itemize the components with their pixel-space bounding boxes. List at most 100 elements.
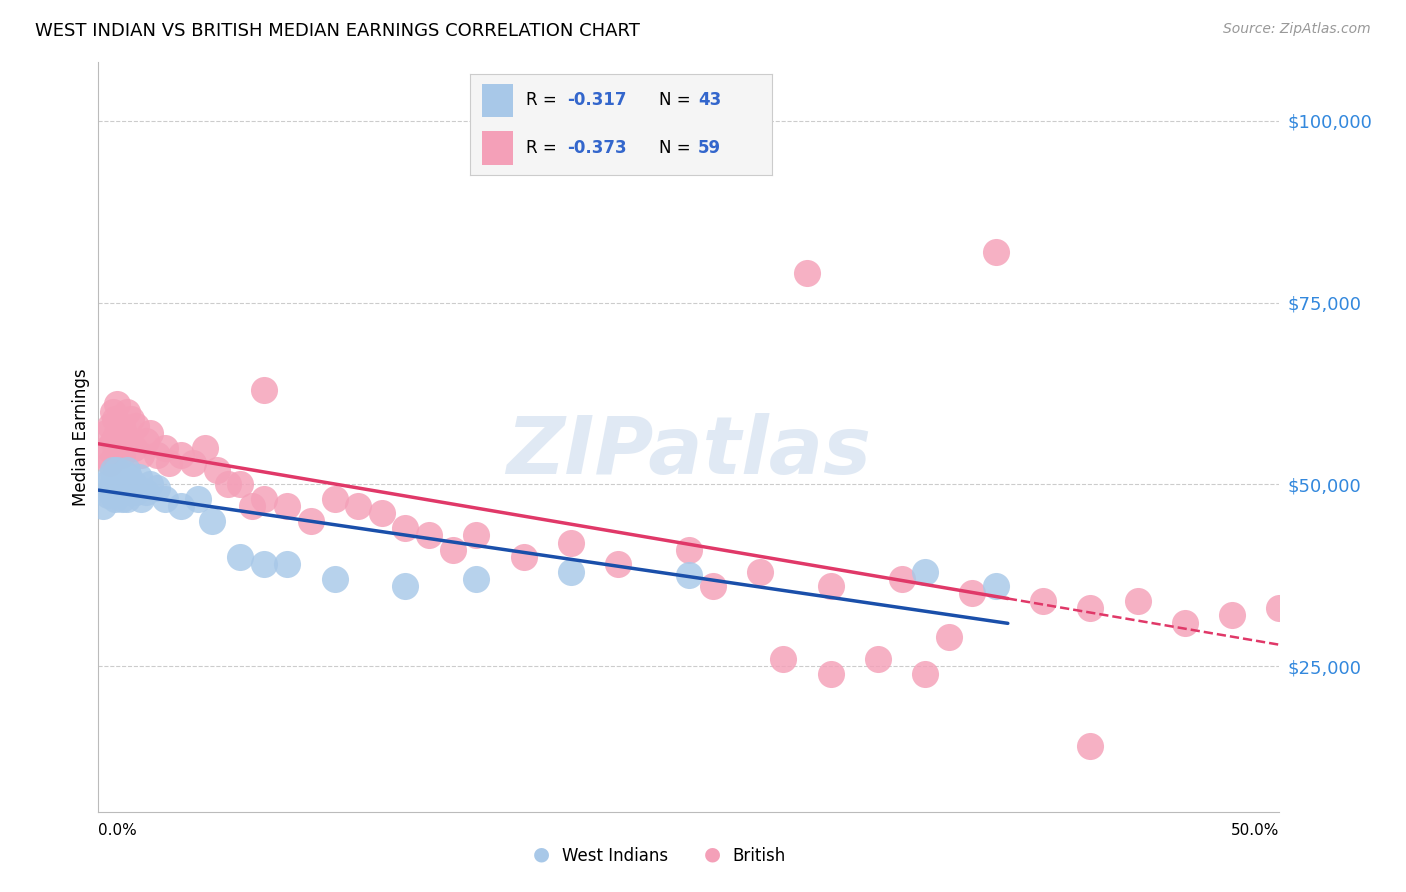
Text: WEST INDIAN VS BRITISH MEDIAN EARNINGS CORRELATION CHART: WEST INDIAN VS BRITISH MEDIAN EARNINGS C…	[35, 22, 640, 40]
Point	[105, 463, 128, 477]
Point	[1268, 601, 1291, 615]
Point	[98, 456, 121, 470]
Point	[984, 579, 1007, 593]
Point	[115, 404, 138, 418]
Point	[146, 481, 169, 495]
Point	[94, 477, 117, 491]
Point	[1174, 615, 1197, 630]
Point	[108, 484, 131, 499]
Point	[105, 477, 128, 491]
Point	[115, 491, 138, 506]
Point	[299, 514, 322, 528]
Point	[111, 477, 134, 491]
Point	[394, 579, 416, 593]
Point	[276, 499, 298, 513]
Point	[347, 499, 370, 513]
Point	[125, 419, 148, 434]
Point	[108, 470, 131, 484]
Point	[153, 491, 176, 506]
Text: British: British	[733, 847, 786, 865]
Point	[560, 565, 582, 579]
Point	[101, 434, 124, 448]
Point	[104, 412, 127, 426]
Point	[229, 477, 252, 491]
Point	[98, 484, 121, 499]
Point	[194, 441, 217, 455]
Point	[115, 463, 138, 477]
Point	[984, 244, 1007, 259]
Point	[91, 448, 114, 462]
Point	[94, 426, 117, 441]
Text: 50.0%: 50.0%	[1232, 822, 1279, 838]
Point	[98, 419, 121, 434]
Point	[371, 507, 394, 521]
Point	[1032, 593, 1054, 607]
Point	[1080, 739, 1102, 754]
Point	[512, 550, 534, 565]
Point	[914, 565, 936, 579]
Point	[441, 542, 464, 557]
Point	[122, 441, 145, 455]
Point	[181, 456, 204, 470]
Point	[465, 572, 488, 586]
Point	[135, 434, 157, 448]
Point	[796, 267, 818, 281]
Point	[112, 467, 135, 481]
Point	[121, 412, 143, 426]
Point	[1220, 608, 1243, 623]
Text: ZIPatlas: ZIPatlas	[506, 413, 872, 491]
Point	[678, 542, 700, 557]
Point	[129, 448, 152, 462]
Point	[122, 477, 145, 491]
Point	[276, 558, 298, 572]
Point	[118, 470, 141, 484]
Point	[91, 499, 114, 513]
Point	[394, 521, 416, 535]
Point	[157, 456, 180, 470]
Point	[105, 426, 128, 441]
Point	[170, 499, 193, 513]
Point	[938, 630, 960, 644]
Point	[1126, 593, 1149, 607]
Point	[104, 470, 127, 484]
Text: 0.0%: 0.0%	[98, 822, 138, 838]
Point	[108, 441, 131, 455]
Point	[678, 568, 700, 582]
Point	[112, 426, 135, 441]
Point	[253, 491, 276, 506]
Text: ●: ●	[533, 845, 550, 863]
Point	[323, 572, 346, 586]
Text: ●: ●	[704, 845, 721, 863]
Point	[820, 579, 842, 593]
Point	[560, 535, 582, 549]
Point	[118, 477, 141, 491]
Point	[111, 491, 134, 506]
Point	[253, 558, 276, 572]
Text: West Indians: West Indians	[562, 847, 668, 865]
Text: Source: ZipAtlas.com: Source: ZipAtlas.com	[1223, 22, 1371, 37]
Point	[607, 558, 630, 572]
Point	[187, 491, 209, 506]
Point	[1080, 601, 1102, 615]
Point	[101, 404, 124, 418]
Point	[748, 565, 770, 579]
Point	[121, 484, 143, 499]
Point	[229, 550, 252, 565]
Point	[820, 666, 842, 681]
Point	[146, 448, 169, 462]
Point	[170, 448, 193, 462]
Point	[101, 477, 124, 491]
Point	[97, 488, 120, 502]
Point	[129, 491, 152, 506]
Point	[128, 470, 150, 484]
Point	[772, 652, 794, 666]
Point	[418, 528, 440, 542]
Point	[914, 666, 936, 681]
Point	[112, 484, 135, 499]
Point	[101, 463, 124, 477]
Point	[962, 586, 984, 600]
Point	[253, 383, 276, 397]
Point	[205, 463, 228, 477]
Point	[125, 484, 148, 499]
Point	[240, 499, 263, 513]
